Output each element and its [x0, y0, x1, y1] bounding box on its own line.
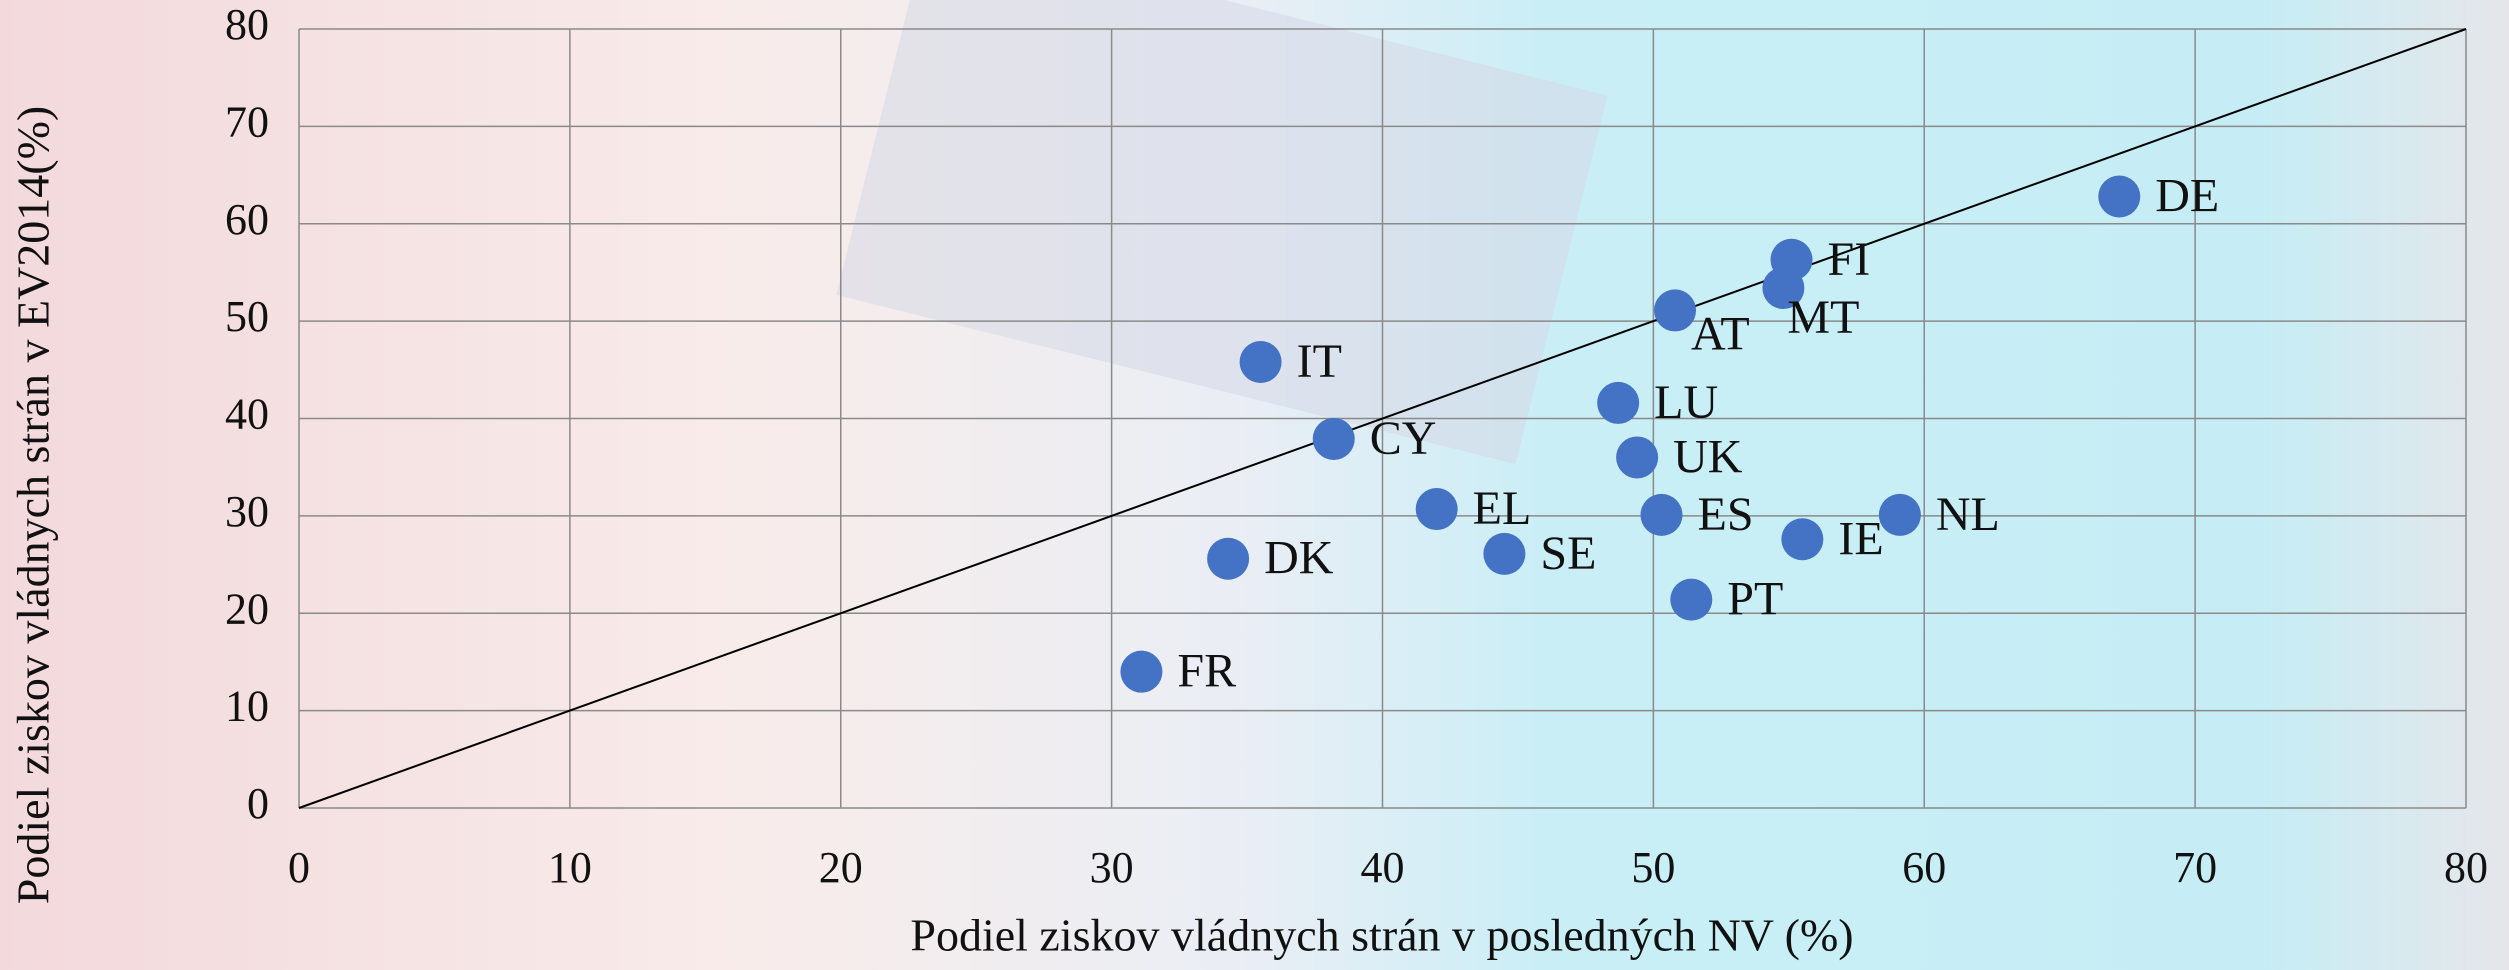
point: [1654, 289, 1697, 332]
point-label: PT: [1727, 573, 1783, 626]
x-tick-label: 80: [2444, 843, 2488, 892]
y-tick-label: 60: [225, 195, 269, 244]
point-label: LU: [1654, 376, 1718, 429]
point: [1415, 488, 1458, 531]
point: [2098, 175, 2141, 218]
point-label: NL: [1936, 488, 2000, 541]
point: [1207, 537, 1250, 580]
y-tick-label: 0: [247, 779, 269, 828]
x-tick-label: 70: [2173, 843, 2217, 892]
point-label: CY: [1370, 412, 1437, 465]
y-tick-label: 50: [225, 292, 269, 341]
point: [1878, 493, 1921, 536]
y-tick-label: 10: [225, 682, 269, 731]
point: [1640, 493, 1683, 536]
point-label: ES: [1698, 488, 1754, 541]
x-tick-label: 40: [1361, 843, 1405, 892]
point: [1670, 578, 1713, 621]
point: [1483, 532, 1526, 575]
x-axis-title: Podiel ziskov vládnych strán v poslednýc…: [910, 910, 1853, 961]
y-tick-label: 40: [225, 390, 269, 439]
point: [1781, 518, 1824, 561]
point-label: IE: [1838, 512, 1883, 565]
x-tick-label: 60: [1902, 843, 1946, 892]
point: [1597, 381, 1640, 424]
x-tick-label: 50: [1631, 843, 1675, 892]
x-tick-label: 30: [1090, 843, 1134, 892]
point: [1239, 341, 1282, 384]
y-axis-title: Podiel ziskov vládnych strán v EV2014(%): [8, 106, 59, 904]
y-tick-label: 70: [225, 97, 269, 146]
point: [1616, 436, 1659, 479]
point-label: DK: [1264, 532, 1334, 585]
x-tick-label: 10: [548, 843, 592, 892]
point-label: AT: [1691, 307, 1750, 360]
point-label: SE: [1540, 527, 1596, 580]
point: [1312, 417, 1355, 460]
y-tick-label: 80: [225, 0, 269, 49]
point-label: UK: [1673, 430, 1743, 483]
point: [1762, 267, 1805, 310]
background-sign: [836, 0, 1608, 465]
point-label: MT: [1787, 291, 1859, 344]
point: [1120, 650, 1163, 693]
point-label: DE: [2155, 170, 2219, 223]
point-label: FI: [1828, 233, 1871, 286]
y-tick-label: 20: [225, 584, 269, 633]
point-label: FR: [1177, 645, 1236, 698]
y-tick-label: 30: [225, 487, 269, 536]
point-label: EL: [1473, 482, 1532, 535]
x-tick-label: 0: [288, 843, 310, 892]
reference-line: [298, 28, 2467, 809]
x-tick-label: 20: [819, 843, 863, 892]
point-label: IT: [1297, 335, 1342, 388]
